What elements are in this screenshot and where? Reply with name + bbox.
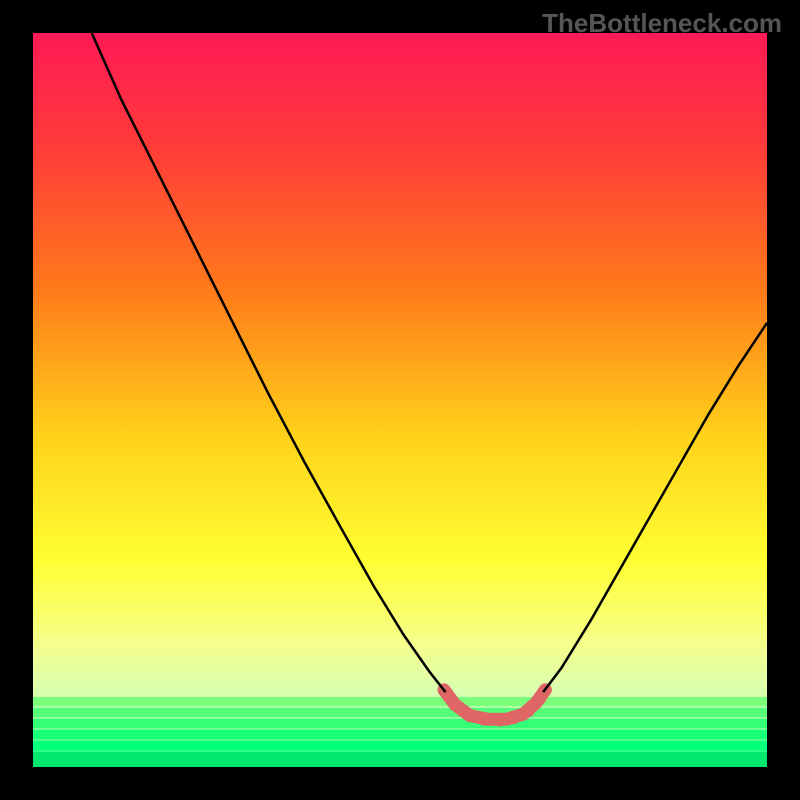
left-branch-path — [92, 33, 446, 692]
chart-canvas: TheBottleneck.com — [0, 0, 800, 800]
curve-overlay — [33, 33, 767, 767]
right-branch-path — [543, 323, 767, 692]
highlight-dot-3 — [478, 713, 491, 726]
highlight-dot-5 — [507, 711, 520, 724]
highlight-dot-2 — [463, 709, 476, 722]
watermark-text: TheBottleneck.com — [542, 8, 782, 39]
plot-area — [33, 33, 767, 767]
highlight-dot-4 — [493, 714, 506, 727]
highlight-dot-6 — [522, 704, 535, 717]
highlight-dot-1 — [449, 698, 462, 711]
